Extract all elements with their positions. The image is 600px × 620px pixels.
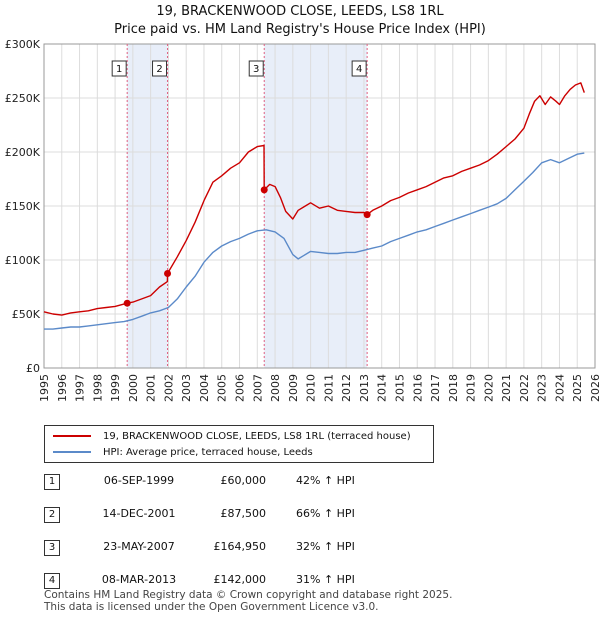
x-tick-label: 1996 [56,374,69,402]
legend-item-hpi: HPI: Average price, terraced house, Leed… [53,444,313,460]
x-tick-label: 2015 [393,374,406,402]
y-tick-label: £100K [5,254,41,267]
x-tick-label: 2016 [411,374,424,402]
legend: 19, BRACKENWOOD CLOSE, LEEDS, LS8 1RL (t… [44,425,434,463]
x-tick-label: 1997 [74,374,87,402]
sale-point [164,270,172,277]
sale-price: £87,500 [220,507,267,520]
x-tick-label: 2001 [145,374,158,402]
x-tick-label: 1999 [109,374,122,402]
footer: Contains HM Land Registry data © Crown c… [44,589,452,613]
x-tick-label: 2017 [429,374,442,402]
x-tick-label: 2018 [447,374,460,402]
footer-licence: This data is licensed under the Open Gov… [44,601,379,613]
x-tick-label: 2002 [162,374,175,402]
sale-number-label: 3 [253,64,259,75]
x-tick-label: 2007 [251,374,264,402]
sale-date: 23-MAY-2007 [103,540,175,553]
sale-date: 14-DEC-2001 [102,507,176,520]
property-series-line [43,82,585,316]
legend-label-hpi: HPI: Average price, terraced house, Leed… [103,446,313,458]
sale-point [123,299,131,307]
sale-number-label: 1 [116,64,122,75]
y-tick-label: £150K [5,200,41,213]
sale-date: 08-MAR-2013 [101,573,177,586]
x-tick-label: 2014 [376,374,389,402]
x-tick-label: 2004 [198,374,211,402]
y-tick-label: £0 [26,362,40,375]
sale-number-label: 4 [356,64,362,75]
x-tick-label: 2024 [553,374,566,402]
hpi-series-line [44,152,585,330]
chart-subtitle: Price paid vs. HM Land Registry's House … [114,22,486,37]
x-tick-label: 1998 [91,374,104,402]
sale-number-box [351,60,367,77]
y-tick-label: £250K [5,92,41,105]
sale-hpi-change: 31% ↑ HPI [296,573,355,586]
sale-point [363,211,371,219]
sale-row: 4 08-MAR-2013 £142,000 31% ↑ HPI [44,570,464,603]
x-tick-label: 2020 [482,374,495,402]
x-tick-label: 2025 [571,374,584,402]
sale-number-box [111,60,127,77]
y-tick-label: £200K [5,146,41,159]
legend-item-property: 19, BRACKENWOOD CLOSE, LEEDS, LS8 1RL (t… [53,428,411,444]
x-tick-label: 2012 [340,374,353,402]
y-tick-label: £50K [12,308,41,321]
footer-copyright: Contains HM Land Registry data © Crown c… [44,589,453,601]
price-chart: £0 £50K £100K £150K £200K £250K £300K 1995 1996 1… [5,38,600,402]
sales-table: 1 06-SEP-1999 £60,000 42% ↑ HPI 2 14-DEC… [44,471,464,603]
chart-title: 19, BRACKENWOOD CLOSE, LEEDS, LS8 1RL [156,4,444,19]
sale-number-label: 2 [156,64,162,75]
x-tick-label: 2000 [127,374,140,402]
sale-number-badge: 2 [44,507,60,523]
x-tick-label: 2003 [180,374,193,402]
x-tick-label: 2023 [536,374,549,402]
sale-price: £142,000 [213,573,267,586]
sale-point [260,186,268,194]
legend-swatch-hpi [53,451,91,453]
sale-number-badge: 3 [44,540,60,556]
legend-label-property: 19, BRACKENWOOD CLOSE, LEEDS, LS8 1RL (t… [103,430,411,442]
x-tick-label: 2021 [500,374,513,402]
x-tick-label: 2010 [305,374,318,402]
x-tick-label: 1995 [38,374,51,402]
sale-date: 06-SEP-1999 [103,474,175,487]
sale-price: £60,000 [220,474,267,487]
sale-row: 2 14-DEC-2001 £87,500 66% ↑ HPI [44,504,464,537]
x-tick-label: 2011 [322,374,335,402]
plot-frame [43,43,596,369]
sale-number-box [248,60,264,77]
sale-row: 3 23-MAY-2007 £164,950 32% ↑ HPI [44,537,464,570]
sale-number-badge: 4 [44,573,60,589]
x-tick-label: 2005 [216,374,229,402]
sale-hpi-change: 32% ↑ HPI [296,540,355,553]
x-tick-label: 2006 [234,374,247,402]
sale-hpi-change: 66% ↑ HPI [296,507,355,520]
sale-number-box [152,60,168,77]
x-tick-label: 2022 [518,374,531,402]
x-tick-label: 2026 [589,374,600,402]
sale-number-badge: 1 [44,474,60,490]
x-tick-label: 2013 [358,374,371,402]
x-tick-label: 2009 [287,374,300,402]
y-tick-label: £300K [5,38,41,51]
sale-price: £164,950 [213,540,267,553]
sale-row: 1 06-SEP-1999 £60,000 42% ↑ HPI [44,471,464,504]
x-tick-label: 2019 [465,374,478,402]
legend-swatch-property [53,435,91,437]
x-tick-label: 2008 [269,374,282,402]
sale-hpi-change: 42% ↑ HPI [296,474,355,487]
